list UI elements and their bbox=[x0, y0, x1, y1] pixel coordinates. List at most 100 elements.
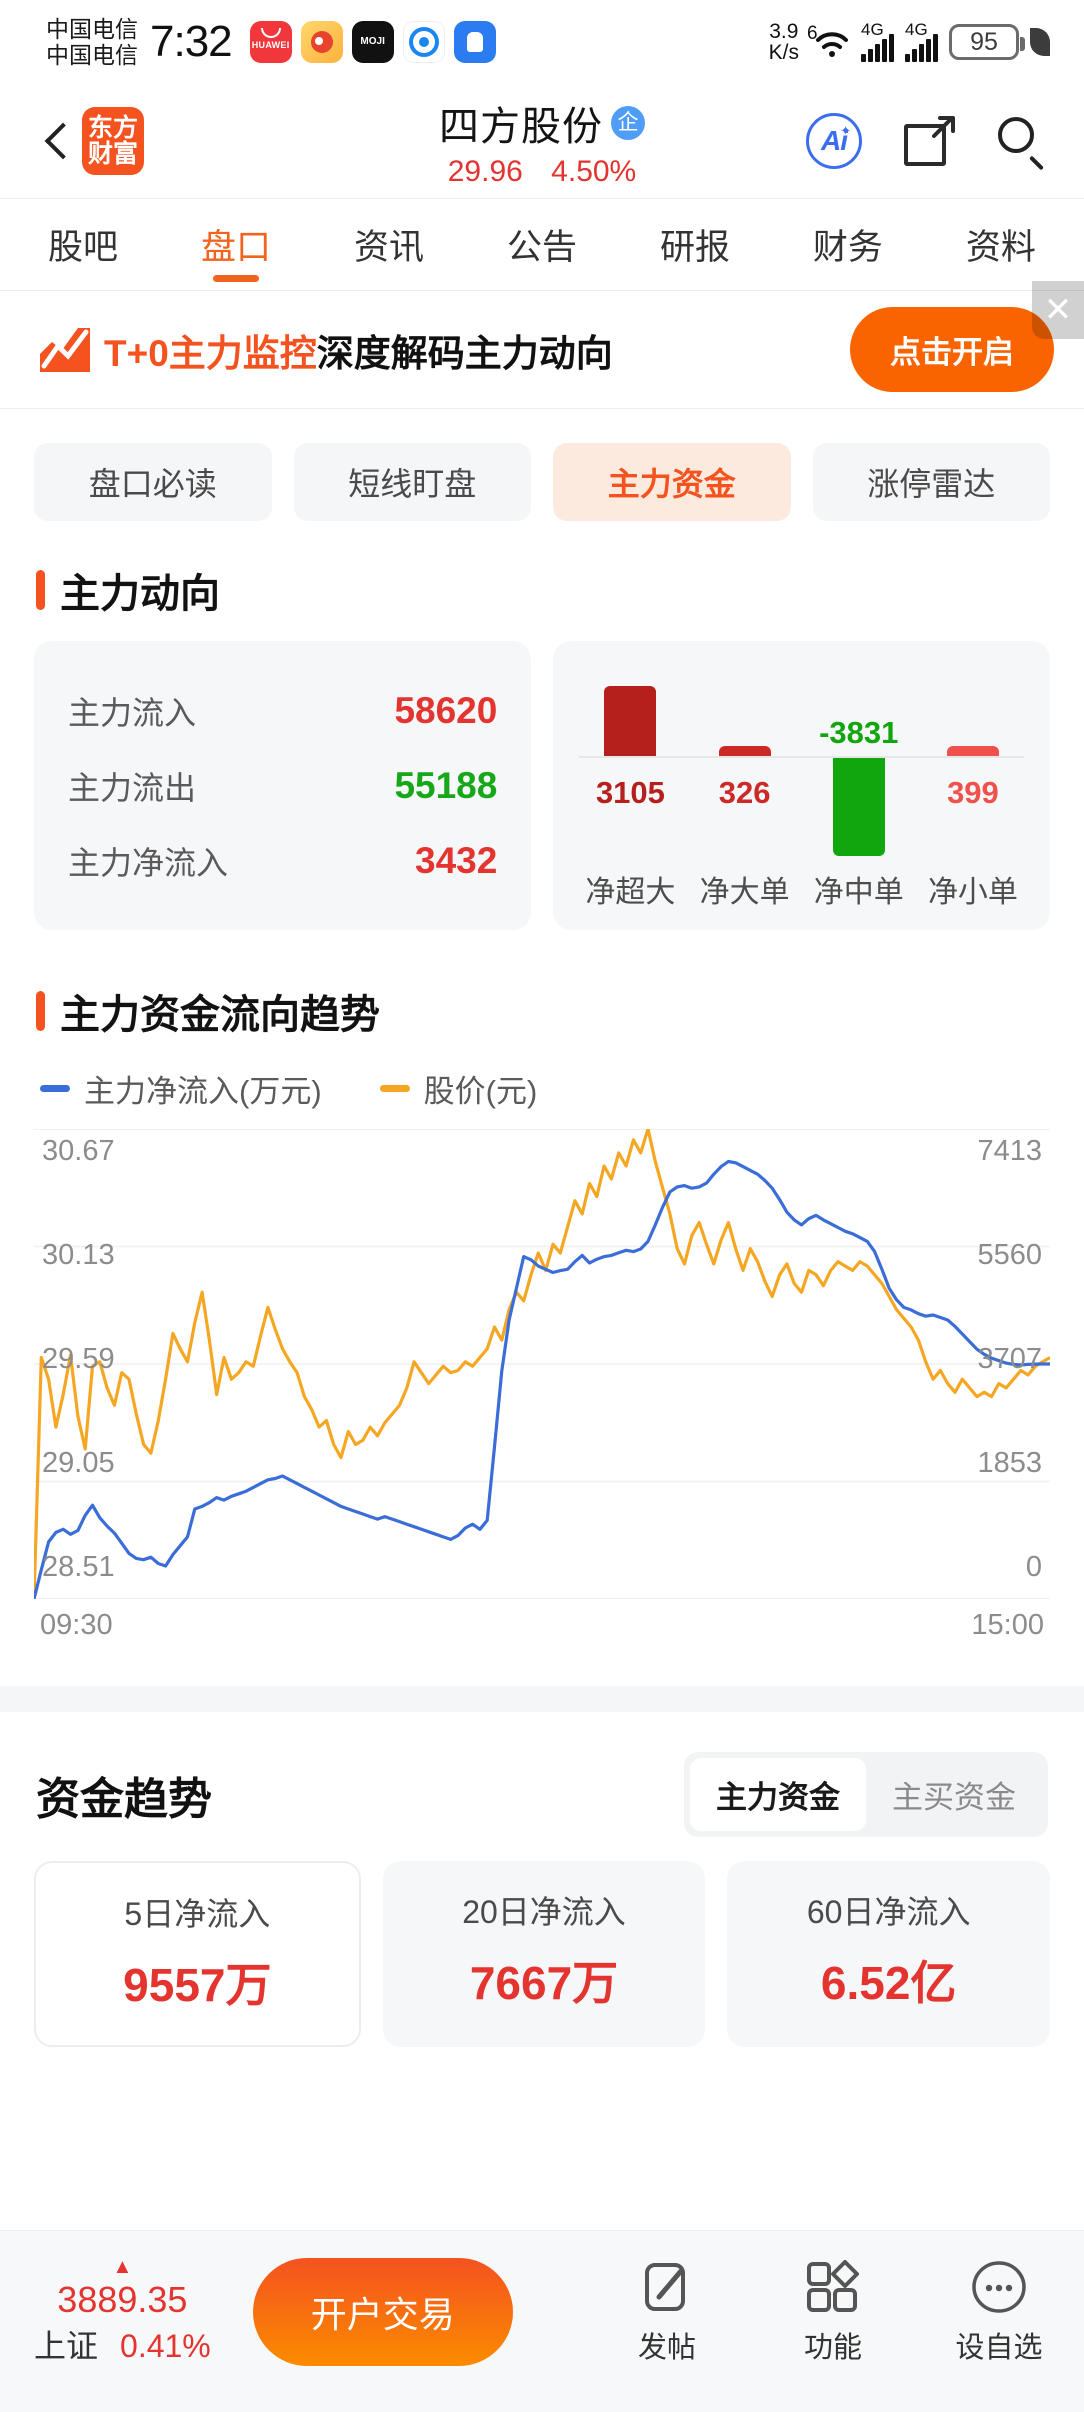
index-name: 上证 bbox=[34, 2328, 99, 2364]
ai-icon-label: Ai bbox=[821, 125, 848, 156]
post-action[interactable]: 发帖 bbox=[612, 2258, 722, 2366]
section-divider bbox=[0, 1686, 1084, 1712]
subtab-zhulizijin[interactable]: 主力资金 bbox=[553, 443, 791, 521]
search-icon[interactable] bbox=[996, 115, 1048, 171]
kpi-card-5day[interactable]: 5日净流入 9557万 bbox=[34, 1861, 361, 2047]
back-chevron-icon[interactable] bbox=[36, 121, 76, 161]
kpi-value-20day: 7667万 bbox=[469, 1957, 619, 2009]
functions-action[interactable]: 功能 bbox=[778, 2258, 888, 2366]
sim2-network-label: 4G bbox=[905, 20, 928, 39]
open-account-trade-button[interactable]: 开户交易 bbox=[252, 2257, 513, 2366]
bar-large bbox=[718, 746, 771, 756]
banner-text: T+0主力监控深度解码主力动向 bbox=[104, 323, 613, 377]
left-axis-tick-4: 28.51 bbox=[42, 1551, 115, 1583]
brand-logo-line-2: 财富 bbox=[87, 140, 138, 168]
brand-logo[interactable]: 东方 财富 bbox=[82, 107, 144, 175]
hand-app-icon bbox=[453, 21, 496, 63]
toggle-zhulizijin[interactable]: 主力资金 bbox=[690, 1758, 866, 1831]
tab-gubba[interactable]: 股吧 bbox=[48, 228, 119, 267]
main-outflow-label: 主力流出 bbox=[68, 769, 197, 806]
network-speed-unit: K/s bbox=[768, 41, 799, 64]
funds-trend-toggle: 主力资金 主买资金 bbox=[684, 1752, 1048, 1837]
bottom-bar-actions: 发帖 功能 bbox=[612, 2258, 1054, 2366]
bottom-action-bar: ▲ 3889.35 上证 0.41% 开户交易 发帖 bbox=[0, 2230, 1084, 2412]
table-row: 主力流入 58620 bbox=[68, 673, 497, 748]
left-axis-tick-2: 29.59 bbox=[42, 1343, 115, 1375]
bar-category-medium: 净中单 bbox=[813, 876, 904, 909]
table-row: 主力净流入 3432 bbox=[68, 823, 497, 898]
section-accent-bar bbox=[36, 991, 45, 1031]
right-axis-tick-0: 7413 bbox=[977, 1135, 1042, 1167]
subtab-pankoubidu[interactable]: 盘口必读 bbox=[34, 443, 272, 521]
stock-name: 四方股份 bbox=[439, 104, 603, 149]
status-clock: 7:32 bbox=[150, 17, 233, 66]
banner-cta-button[interactable]: 点击开启 bbox=[850, 307, 1054, 392]
tab-zixun[interactable]: 资讯 bbox=[353, 228, 424, 267]
main-outflow-value: 55188 bbox=[394, 764, 498, 806]
tab-caiwu[interactable]: 财务 bbox=[812, 228, 883, 267]
kpi-value-60day: 6.52亿 bbox=[820, 1957, 957, 2009]
network-speed: 3.9 K/s bbox=[769, 21, 799, 63]
legend-label-netflow: 主力净流入(万元) bbox=[84, 1074, 322, 1109]
bar-column-medium: -3831 bbox=[802, 663, 916, 863]
right-axis-tick-3: 1853 bbox=[977, 1447, 1042, 1479]
power-saving-leaf-icon bbox=[1030, 28, 1050, 56]
left-axis-tick-1: 30.13 bbox=[42, 1239, 115, 1271]
kpi-label-60day: 60日净流入 bbox=[806, 1894, 971, 1930]
battery-level: 95 bbox=[970, 27, 998, 56]
funds-trend-title: 资金趋势 bbox=[36, 1774, 212, 1824]
main-flow-table: 主力流入 58620 主力流出 55188 主力净流入 3432 bbox=[34, 641, 532, 930]
subtab-duanxiandingpan[interactable]: 短线盯盘 bbox=[293, 443, 531, 521]
table-row: 主力流出 55188 bbox=[68, 748, 497, 823]
kpi-value-5day: 9557万 bbox=[123, 1959, 272, 2011]
bar-column-small: 399 bbox=[916, 663, 1030, 863]
network-speed-value: 3.9 bbox=[769, 20, 799, 43]
status-right-cluster: 3.9 K/s 6 4G 4G 95 bbox=[769, 20, 1050, 63]
legend-label-price: 股价(元) bbox=[423, 1074, 538, 1109]
ai-icon[interactable]: Ai bbox=[806, 113, 862, 169]
trend-chart-legend: 主力净流入(万元) 股价(元) bbox=[0, 1062, 1084, 1129]
section-title-main-flow: 主力动向 bbox=[60, 572, 220, 616]
grid-icon bbox=[778, 2258, 888, 2316]
bar-value-small: 399 bbox=[947, 775, 999, 810]
tab-pankou[interactable]: 盘口 bbox=[197, 199, 275, 290]
promo-banner[interactable]: T+0主力监控深度解码主力动向 点击开启 ✕ bbox=[0, 281, 1084, 409]
funds-trend-header: 资金趋势 主力资金 主买资金 bbox=[0, 1712, 1084, 1861]
bar-value-medium: -3831 bbox=[819, 715, 899, 750]
post-action-label: 发帖 bbox=[637, 2331, 696, 2364]
carrier-line-2: 中国电信 bbox=[46, 42, 138, 68]
sim1-network-label: 4G bbox=[861, 20, 884, 39]
close-icon[interactable]: ✕ bbox=[1032, 281, 1084, 339]
left-axis-tick-3: 29.05 bbox=[42, 1447, 115, 1479]
tab-gonggao[interactable]: 公告 bbox=[506, 228, 577, 267]
moji-weather-icon: MOJI bbox=[351, 21, 394, 63]
tab-yanbao[interactable]: 研报 bbox=[659, 228, 730, 267]
add-watchlist-action[interactable]: 设自选 bbox=[944, 2258, 1054, 2366]
netflow-line bbox=[34, 1159, 1050, 1599]
more-dots-icon bbox=[944, 2258, 1054, 2316]
trend-chart-canvas bbox=[34, 1129, 1050, 1599]
main-netflow-value: 3432 bbox=[415, 839, 498, 881]
huawei-icon: HUAWEI bbox=[249, 21, 292, 63]
brand-logo-line-1: 东方 bbox=[87, 113, 138, 142]
wifi-generation-label: 6 bbox=[807, 23, 818, 44]
kpi-card-20day[interactable]: 20日净流入 7667万 bbox=[382, 1861, 706, 2047]
toggle-zhumaizijin[interactable]: 主买资金 bbox=[892, 1780, 1016, 1815]
battery-icon: 95 bbox=[949, 24, 1025, 60]
tab-ziliao[interactable]: 资料 bbox=[965, 228, 1036, 267]
sub-tabs: 盘口必读 短线盯盘 主力资金 涨停雷达 bbox=[0, 409, 1084, 531]
subtab-zhangtingleida[interactable]: 涨停雷达 bbox=[812, 443, 1050, 521]
x-axis-tick-close: 15:00 bbox=[971, 1609, 1044, 1641]
share-arrow-glyph bbox=[932, 116, 955, 138]
bar-medium bbox=[832, 758, 885, 856]
kpi-card-60day[interactable]: 60日净流入 6.52亿 bbox=[727, 1861, 1051, 2047]
right-axis-tick-2: 3707 bbox=[977, 1343, 1042, 1375]
legend-item-netflow: 主力净流入(万元) bbox=[40, 1066, 322, 1111]
main-inflow-label: 主力流入 bbox=[68, 694, 197, 731]
bar-small bbox=[946, 746, 999, 756]
trend-line-chart[interactable]: 30.67 30.13 29.59 29.05 28.51 7413 5560 … bbox=[34, 1129, 1050, 1599]
market-index-widget[interactable]: ▲ 3889.35 上证 0.41% bbox=[34, 2257, 211, 2366]
share-icon[interactable] bbox=[904, 116, 955, 166]
section-title-trend: 主力资金流向趋势 bbox=[60, 993, 380, 1037]
stock-change-percent: 4.50% bbox=[551, 154, 637, 188]
